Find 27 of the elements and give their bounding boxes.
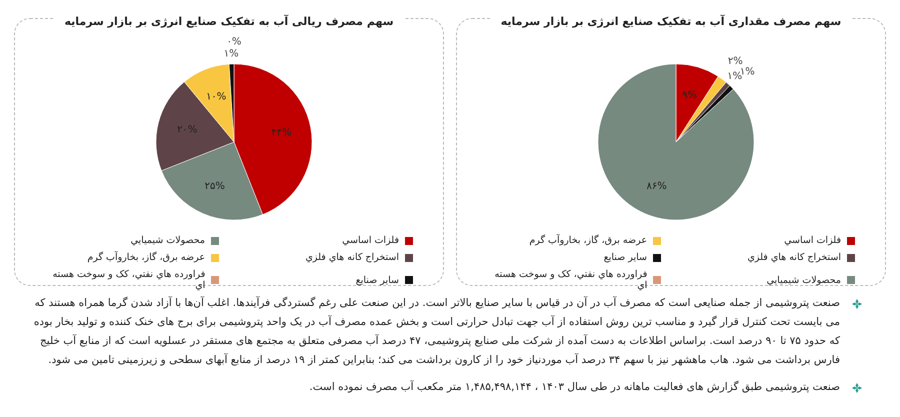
data-label: ۲% [728,56,743,67]
data-label: ۲۵% [204,180,225,192]
data-label: ۹% [682,90,698,102]
legend-label: فراورده هاي نفتي، كک و سوخت هسته اي [52,269,206,291]
legend-label: محصولات شيميايي [130,235,205,246]
chart-title: سهم مصرف ریالی آب به تفکیک صنایع انرژی بر بازار سرمایه [54,15,404,28]
data-label: ۸۶% [646,180,667,192]
text: صنعت پتروشیمی از جمله صنایعی است که مصرف آب در آن در قیاس با سایر صنایع بالاتر است. در این صنعت علی رغم گستردگی فرآیندها. اغلب آن‌ها با آزاد شدن گرما همراه هستند که می بایست تحت کنترل قرار گیرد و مناسب ترین روش استفاده از آب جهت تبادل حرارتی است و بخش عمده مصرف آب در یک واحد پتروشیمی برای برج های خنک کننده و تولید بخار بوده که حدود ۷۵ تا ۹۰ درصد است. براساس اطلاعات به دست آمده از شرکت ملی صنایع پتروشیمی، ۴۷ درصد آب مصرفی متعلق به مجتمع های مستقر در عسلویه است که از منابع آب خلیج فارس برداشت می شود. هاب ماهشهر نیز با سهم ۳۴ درصد آب موردنیاز خود را از کارون برداشت می کند؛ بنابراین کمتر از ۱۹ درصد از منابع آبهای سطحی و زیرزمینی تامین می شود. [32,295,840,368]
legend-label: استخراج كانه هاي فلزي [747,252,841,263]
legend-label: فلزات اساسي [342,235,399,246]
legend-label: فلزات اساسي [784,235,841,246]
data-label: ۴۴% [271,127,292,138]
legend-label: سایر صنایع [604,252,647,263]
pie-slice [598,64,754,220]
legend-label: عرضه برق، گاز، بخاروآب گرم [87,252,205,263]
data-label: ۱% [727,70,742,82]
legend-label: محصولات شيميايي [766,274,841,286]
legend-label: فراورده هاي نفتي، كک و سوخت هسته اي [494,269,648,291]
legend-label: عرضه برق، گاز، بخاروآب گرم [529,235,647,246]
data-label: ۲۰% [177,124,198,136]
chart-title: سهم مصرف مقداری آب به تفکیک صنایع انرژی بر بازار سرمایه [490,15,852,28]
data-label: ۱% [224,48,239,60]
text: ۰% [226,36,242,48]
legend-label: سایر صنایع [356,274,399,286]
text: صنعت پتروشیمی طبق گزارش های فعالیت ماهانه در طی سال ۱۴۰۳ ، ۱,۴۸۵,۴۹۸,۱۴۴ متر مکعب آب مصرف نموده است. [309,379,840,395]
data-label: ۱۰% [206,92,226,103]
legend-label: استخراج كانه هاي فلزي [305,252,399,263]
